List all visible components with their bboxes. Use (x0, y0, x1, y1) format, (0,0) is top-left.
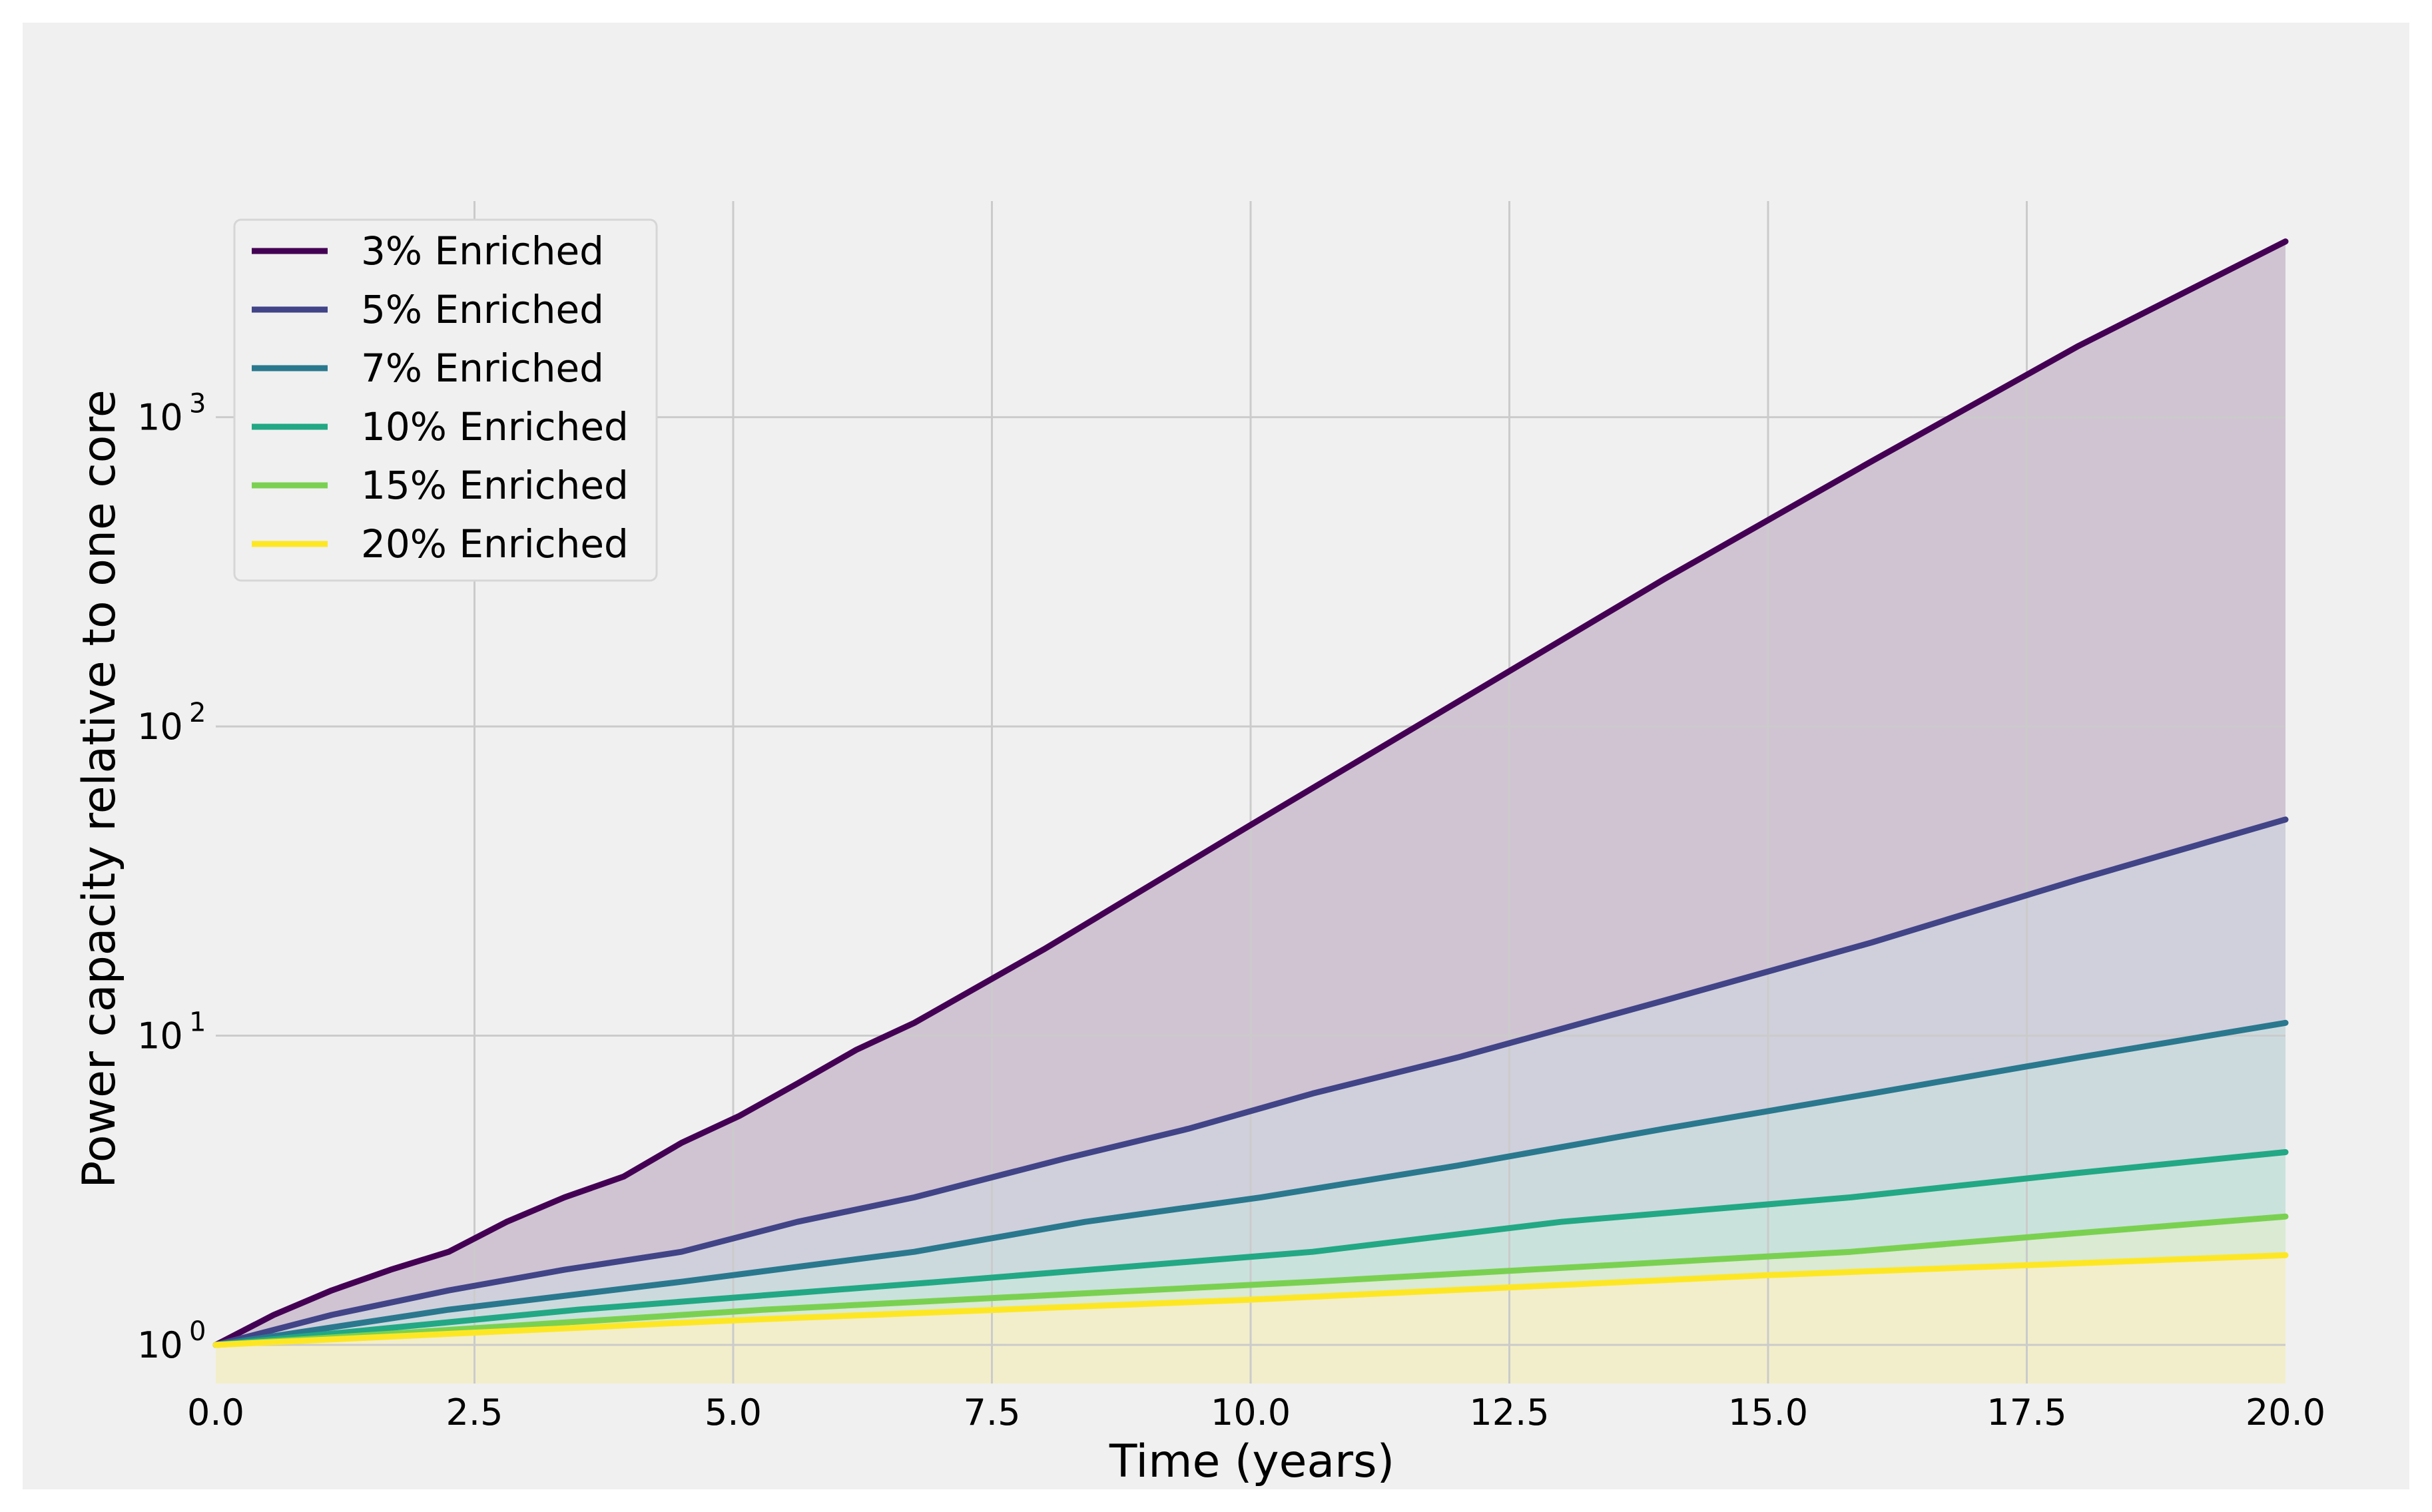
x-tick-label: 2.5 (446, 1391, 503, 1433)
legend-label-3: 7% Enriched (361, 346, 604, 391)
x-tick-label: 5.0 (705, 1391, 762, 1433)
x-axis-label: Time (years) (1109, 1435, 1394, 1488)
y-tick-exponent: 1 (189, 1007, 206, 1038)
x-tick-label: 20.0 (2246, 1391, 2325, 1433)
series-line-1 (212, 238, 2289, 1348)
legend-label-6: 20% Enriched (361, 521, 629, 567)
x-tick-label: 0.0 (187, 1391, 244, 1433)
series-line-5 (212, 1213, 2289, 1348)
area-fill-2 (216, 819, 2285, 1345)
y-tick-label: 10 (137, 397, 183, 439)
series-line-3 (212, 1019, 2289, 1348)
y-tick-exponent: 0 (189, 1316, 206, 1347)
area-fill-3 (216, 1023, 2285, 1345)
legend: 3% Enriched 5% Enriched 7% Enriched 10% Enr… (233, 218, 658, 582)
legend-label-4: 10% Enriched (361, 404, 629, 449)
legend-label-2: 5% Enriched (361, 287, 604, 332)
series-line-2 (212, 816, 2289, 1348)
legend-box (233, 218, 658, 582)
x-tick-label: 10.0 (1211, 1391, 1291, 1433)
area-fill-1 (216, 241, 2285, 1346)
x-tick-label: 7.5 (964, 1391, 1021, 1433)
series-lines (212, 238, 2289, 1348)
y-tick-exponent: 2 (189, 698, 206, 728)
series-line-6 (212, 1252, 2289, 1348)
legend-label-5: 15% Enriched (361, 463, 629, 508)
gridlines (216, 201, 2285, 1384)
y-tick-label: 10 (137, 706, 183, 748)
legend-label-1: 3% Enriched (361, 228, 604, 274)
y-axis-label: Power capacity relative to one core (73, 389, 126, 1188)
x-tick-label: 17.5 (1986, 1391, 2066, 1433)
y-tick-label: 10 (137, 1324, 183, 1366)
x-tick-label: 12.5 (1469, 1391, 1549, 1433)
y-tick-label: 10 (137, 1015, 183, 1057)
series-line-4 (212, 1149, 2289, 1348)
y-tick-exponent: 3 (189, 389, 206, 419)
x-tick-labels: 0.0 2.5 5.0 7.5 10.0 12.5 15.0 17.5 20.0 (187, 1391, 2325, 1433)
x-tick-label: 15.0 (1728, 1391, 1808, 1433)
